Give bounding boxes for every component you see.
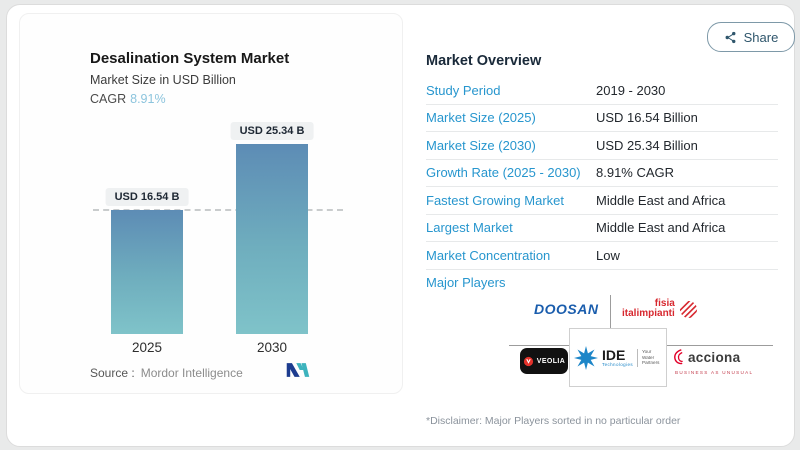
row-label: Fastest Growing Market [426, 192, 564, 208]
chart-title: Desalination System Market [90, 50, 290, 67]
x-tick-2030: 2030 [256, 340, 288, 355]
report-card: Share Desalination System Market Market … [6, 4, 795, 447]
row-label: Study Period [426, 82, 501, 98]
row-label: Market Size (2030) [426, 137, 536, 153]
ide-sub: Technologies [601, 361, 634, 367]
chart-cagr: CAGR 8.91% [90, 92, 166, 106]
fisia-line1: fisia [654, 298, 675, 309]
row-value: USD 16.54 Billion [596, 110, 698, 126]
mordor-intelligence-logo-icon [286, 363, 310, 377]
table-row: Study Period 2019 - 2030 [426, 77, 778, 105]
cagr-label: CAGR [90, 92, 127, 106]
acciona-name: acciona [688, 349, 741, 365]
row-value: Middle East and Africa [596, 220, 726, 236]
ide-name: IDE [601, 346, 626, 363]
major-players-label: Major Players [426, 275, 506, 290]
veolia-name: VEOLIA [536, 357, 566, 365]
row-label: Market Concentration [426, 247, 551, 263]
table-row: Growth Rate (2025 - 2030) 8.91% CAGR [426, 160, 778, 187]
fisia-line2: italimpianti [622, 308, 675, 319]
ide-tag2: Water [642, 354, 655, 360]
table-row: Largest Market Middle East and Africa [426, 215, 778, 242]
ide-divider [637, 348, 639, 367]
share-label: Share [743, 29, 779, 45]
fisia-italimpianti-logo: fisia italimpianti [622, 299, 698, 319]
source-value: Mordor Intelligence [140, 366, 243, 380]
ide-tag3: Partners [642, 360, 660, 366]
acciona-logo: acciona BUSINESS AS UNUSUAL [673, 348, 753, 375]
row-value: Low [596, 247, 620, 263]
ide-tag1: Your [642, 349, 652, 355]
row-value: 2019 - 2030 [596, 82, 666, 98]
x-tick-2025: 2025 [131, 340, 163, 355]
row-label: Market Size (2025) [426, 110, 536, 126]
table-row: Market Size (2025) USD 16.54 Billion [426, 105, 778, 132]
share-button[interactable]: Share [707, 22, 795, 52]
veolia-circle-icon [523, 356, 533, 366]
major-players-logos: DOOSAN fisia italimpianti [426, 288, 778, 393]
row-label: Growth Rate (2025 - 2030) [426, 165, 581, 181]
bar-2030 [236, 144, 308, 334]
row-value: 8.91% CAGR [596, 165, 675, 181]
overview-title: Market Overview [426, 53, 542, 69]
doosan-logo: DOOSAN [534, 301, 599, 317]
bar-2025 [111, 210, 183, 334]
reference-dashed-line [93, 209, 343, 211]
market-chart-panel: Desalination System Market Market Size i… [19, 13, 403, 394]
bar-value-label-2025: USD 16.54 B [105, 188, 189, 206]
row-value: Middle East and Africa [596, 192, 726, 208]
fisia-stripes-icon [679, 300, 697, 318]
row-value: USD 25.34 Billion [596, 137, 698, 153]
acciona-mark-icon [674, 349, 683, 365]
chart-subtitle: Market Size in USD Billion [90, 73, 236, 87]
disclaimer-text: *Disclaimer: Major Players sorted in no … [426, 415, 681, 427]
cagr-value: 8.91% [130, 92, 166, 106]
source-row: Source : Mordor Intelligence [90, 366, 243, 380]
bar-value-label-2030: USD 25.34 B [230, 122, 314, 140]
source-label: Source : [90, 366, 135, 380]
veolia-logo: VEOLIA [520, 348, 568, 374]
logo-grid-vertical-divider [610, 295, 611, 328]
table-row: Market Size (2030) USD 25.34 Billion [426, 132, 778, 160]
share-nodes-icon [725, 31, 736, 43]
ide-technologies-logo: IDE Technologies Your Water Partners [569, 328, 667, 387]
table-row: Market Concentration Low [426, 242, 778, 270]
acciona-tagline: BUSINESS AS UNUSUAL [675, 370, 754, 375]
row-label: Largest Market [426, 220, 513, 236]
table-row: Fastest Growing Market Middle East and A… [426, 187, 778, 215]
ide-star-icon [573, 345, 598, 370]
overview-table: Study Period 2019 - 2030 Market Size (20… [426, 77, 778, 270]
